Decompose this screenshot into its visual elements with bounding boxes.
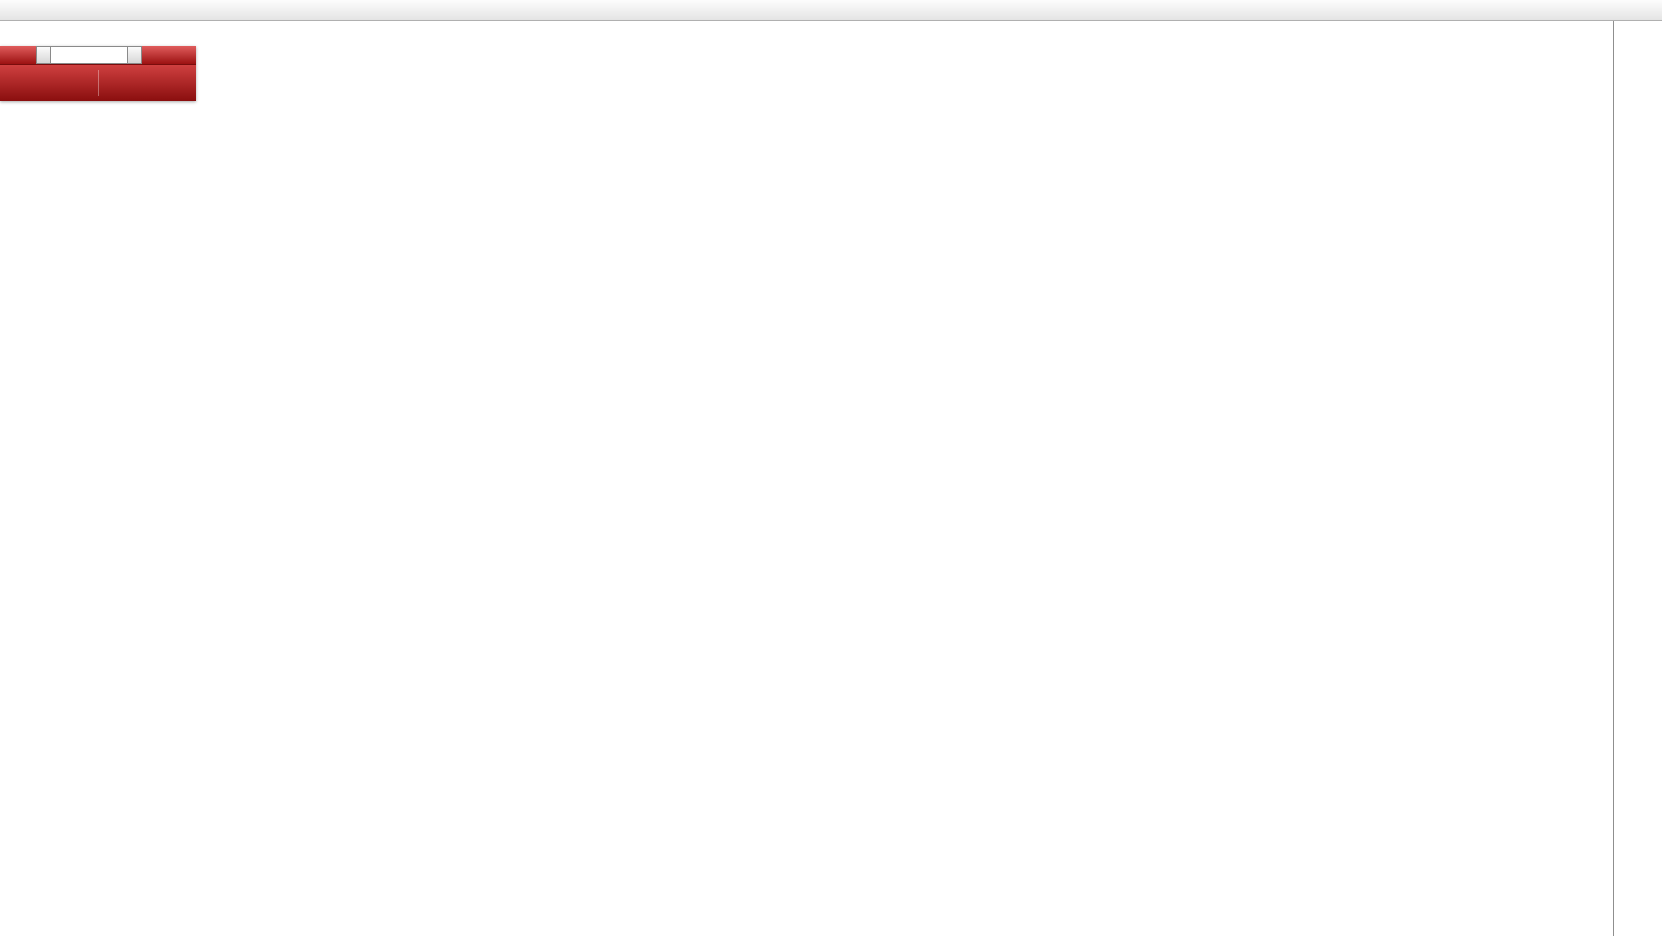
lot-decrease-button[interactable] [36, 46, 51, 64]
sell-button[interactable] [0, 46, 36, 64]
toolbar [0, 0, 1662, 21]
lot-increase-button[interactable] [127, 46, 142, 64]
lot-size-input[interactable] [51, 46, 127, 64]
ask-price[interactable] [99, 81, 197, 86]
symbol-info [6, 26, 15, 38]
time-axis[interactable] [0, 924, 1612, 936]
one-click-trading-panel [0, 46, 196, 101]
trade-controls-row [0, 46, 196, 64]
macd-indicator-label [3, 589, 12, 599]
trade-price-divider [97, 70, 99, 96]
buy-button[interactable] [142, 46, 196, 64]
bid-price[interactable] [0, 81, 98, 86]
trade-prices-row [0, 64, 196, 101]
rsi-indicator-label [3, 759, 8, 769]
chart-canvas[interactable] [0, 21, 1612, 936]
price-axis[interactable] [1613, 21, 1662, 936]
